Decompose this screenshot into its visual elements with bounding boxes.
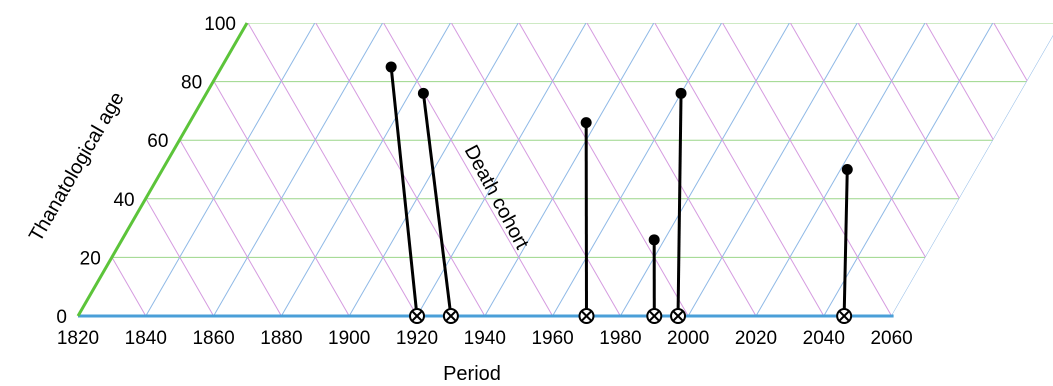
- death-marker-cross: [672, 310, 684, 322]
- grid-line-death-cohort: [247, 23, 418, 316]
- grid-line-cohort: [552, 23, 723, 316]
- age-axis-line: [76, 22, 249, 317]
- x-tick-label: 1940: [464, 328, 506, 349]
- grid-line-cohort: [78, 23, 180, 316]
- grid-line-death-cohort: [789, 23, 960, 316]
- lifeline: [421, 93, 453, 317]
- grid-line-cohort: [416, 23, 587, 316]
- x-tick-label: 2020: [735, 328, 777, 349]
- lifeline-start-point: [648, 234, 660, 246]
- grid-line-death-cohort: [450, 23, 621, 316]
- y-tick-label: 40: [113, 190, 134, 211]
- x-tick-label: 2040: [803, 328, 845, 349]
- grid-line-cohort: [891, 23, 1053, 316]
- grid-line-cohort: [755, 23, 926, 316]
- x-tick-label: 1880: [260, 328, 302, 349]
- grid-line-death-cohort: [654, 23, 825, 316]
- grid-line-cohort: [823, 23, 994, 316]
- grid-line-cohort: [1026, 23, 1053, 316]
- death-marker-cross: [648, 310, 661, 322]
- grid-line-cohort: [484, 23, 655, 316]
- grid-line-death-cohort: [722, 23, 893, 316]
- death-marker-cross: [445, 310, 457, 322]
- x-tick-label: 1820: [57, 328, 99, 349]
- death-cohort-annotation: Death cohort: [460, 141, 533, 253]
- y-tick-label: 60: [147, 131, 168, 152]
- grid-line-death-cohort: [857, 23, 1028, 316]
- grid-line-death-cohort: [383, 23, 554, 316]
- death-marker: [578, 308, 595, 324]
- x-tick-label: 1840: [125, 328, 167, 349]
- death-marker-cross: [580, 310, 593, 322]
- y-tick-label: 20: [80, 248, 101, 269]
- x-tick-label: 1980: [599, 328, 641, 349]
- y-tick-label: 0: [56, 307, 67, 328]
- death-marker-cross: [838, 310, 850, 322]
- grid-line-cohort: [958, 23, 1053, 316]
- grid-line-cohort: [687, 23, 858, 316]
- lifeline: [676, 93, 683, 317]
- x-tick-label: 1960: [531, 328, 573, 349]
- axes: [76, 22, 894, 318]
- death-marker: [646, 308, 663, 324]
- death-marker: [836, 308, 853, 324]
- lifeline-start-point: [841, 164, 853, 175]
- grid-line-death-cohort: [993, 23, 1053, 316]
- lifelines: [385, 61, 853, 324]
- grid-line-cohort: [145, 23, 316, 316]
- x-tick-label: 1900: [328, 328, 370, 349]
- death-marker-cross: [411, 310, 423, 322]
- grid: [0, 23, 1053, 316]
- grid-line-death-cohort: [78, 23, 147, 316]
- x-tick-label: 1860: [192, 328, 234, 349]
- death-marker: [442, 308, 459, 324]
- grid-line-death-cohort: [518, 23, 689, 316]
- grid-line-death-cohort: [179, 23, 350, 316]
- x-tick-label: 2060: [870, 328, 912, 349]
- lifeline-start-point: [675, 87, 687, 99]
- lifeline: [842, 169, 849, 317]
- grid-line-cohort: [213, 23, 384, 316]
- grid-line-death-cohort: [0, 23, 10, 316]
- lifeline-start-point: [580, 117, 592, 129]
- x-tick-label: 1920: [396, 328, 438, 349]
- grid-line-cohort: [280, 23, 451, 316]
- lifeline-start-point: [385, 61, 397, 73]
- y-tick-label: 100: [204, 14, 236, 35]
- lifeline: [389, 66, 419, 317]
- grid-line-death-cohort: [586, 23, 757, 316]
- lifeline-start-point: [417, 87, 429, 99]
- x-axis-title: Period: [443, 363, 501, 385]
- grid-line-cohort: [0, 23, 44, 316]
- y-tick-label: 80: [181, 73, 202, 94]
- death-marker: [670, 308, 687, 324]
- y-axis-title: Thanatological age: [25, 88, 129, 245]
- grid-line-death-cohort: [925, 23, 1053, 316]
- grid-line-cohort: [619, 23, 790, 316]
- x-tick-label: 2000: [667, 328, 709, 349]
- death-marker: [409, 308, 425, 324]
- grid-line-cohort: [78, 23, 112, 316]
- grid-line-death-cohort: [111, 23, 282, 316]
- tick-labels: 1820 1840 1860 1880 1900 1920 1940 1960 1980 2000…: [56, 14, 912, 349]
